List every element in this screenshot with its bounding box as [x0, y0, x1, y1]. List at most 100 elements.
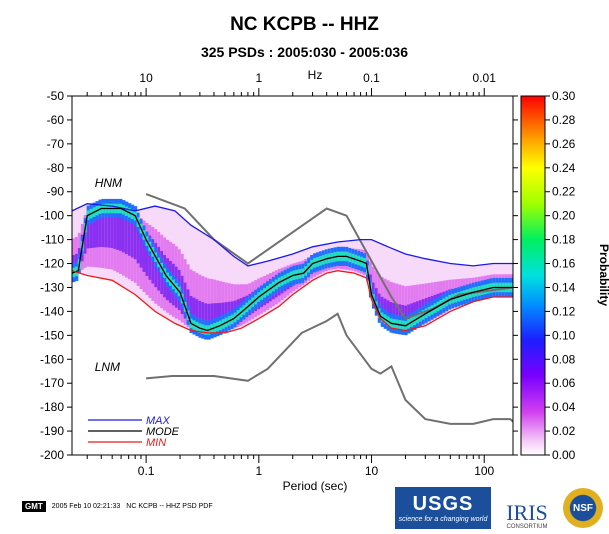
logos: USGS science for a changing world IRIS C… [395, 486, 603, 530]
axes-layer: -50 -60 -70 -80 -90 -100 -110 -120 -130 -140 -150 -… [40, 71, 518, 478]
footer-timestamp: 2005 Feb 10 02:21:33 [51, 503, 121, 510]
colorbar [520, 95, 546, 456]
footer-caption: NC KCPB -- HHZ PSD PDF [126, 503, 213, 510]
x-top-tick-label: 1 [255, 71, 262, 85]
y-tick-label: -80 [47, 161, 65, 175]
density-cell [92, 209, 97, 248]
x-top-tick-label: 10 [139, 71, 153, 85]
y-tick-label: -60 [47, 113, 65, 127]
y-tick-label: -50 [47, 89, 65, 103]
density-cell [116, 208, 120, 250]
colorbar-tick-label: 0.08 [552, 352, 576, 366]
annotation-hnm: HNM [95, 176, 122, 190]
y-tick-label: -130 [40, 280, 64, 294]
annotations: HNM LNM [95, 176, 122, 374]
density-cell [201, 302, 205, 331]
y-tick-label: -140 [40, 304, 64, 318]
density-cell [204, 303, 208, 332]
density-cell [207, 303, 211, 332]
density-cell [133, 214, 138, 260]
annotation-lnm: LNM [95, 360, 120, 374]
nsf-logo: NSF [563, 488, 603, 528]
top-axis-unit: Hz [308, 68, 323, 82]
density-cell [136, 218, 141, 264]
series-line-mode [72, 207, 513, 332]
colorbar-tick-label: 0.10 [552, 328, 576, 342]
colorbar-label: Probability [597, 244, 609, 306]
colorbar-tick-label: 0.02 [552, 424, 576, 438]
density-cell [189, 295, 194, 328]
colorbar-tick-label: 0.30 [552, 89, 576, 103]
x-tick-label: 0.1 [138, 464, 155, 478]
density-cell [83, 221, 88, 254]
x-top-tick-label: 0.01 [473, 71, 497, 85]
x-tick-label: 10 [365, 464, 379, 478]
density-cell [195, 299, 199, 330]
colorbar-axis: 0.00 0.02 0.04 0.06 0.08 0.10 0.12 0.14 0.16 0.18… [545, 89, 576, 462]
density-cell [210, 303, 214, 332]
usgs-tagline: science for a changing world [398, 516, 488, 523]
density-cell [119, 208, 123, 251]
pdf-density-layer [72, 198, 513, 340]
density-cell [86, 211, 91, 249]
density-cell [139, 223, 144, 268]
footer: GMT 2005 Feb 10 02:21:33 NC KCPB -- HHZ … [22, 501, 213, 512]
colorbar-tick-label: 0.22 [552, 185, 576, 199]
y-tick-label: -90 [47, 185, 65, 199]
colorbar-tick-label: 0.12 [552, 304, 576, 318]
y-tick-label: -110 [41, 233, 64, 247]
series-line-lnm [146, 312, 513, 425]
colorbar-tick-label: 0.16 [552, 257, 576, 271]
density-cell [113, 207, 117, 249]
density-cell [130, 213, 135, 258]
colorbar-tick-label: 0.14 [552, 280, 576, 294]
density-cell [98, 207, 102, 247]
iris-logo: IRIS CONSORTIUM [499, 486, 555, 531]
chart-subtitle: 325 PSDs : 2005:030 - 2005:036 [200, 44, 409, 60]
colorbar-tick-label: 0.28 [552, 113, 576, 127]
density-cell [145, 231, 149, 277]
chart-title: NC KCPB -- HHZ [230, 14, 379, 35]
usgs-wordmark: USGS [412, 493, 474, 515]
usgs-logo: USGS science for a changing world [395, 487, 491, 529]
curve-layer [72, 193, 513, 425]
y-tick-label: -190 [40, 424, 64, 438]
y-tick-label: -150 [40, 328, 64, 342]
density-cell [148, 235, 152, 280]
colorbar-tick-label: 0.06 [552, 376, 576, 390]
y-tick-label: -70 [47, 137, 65, 151]
density-cell [95, 208, 99, 248]
legend-label-min: MIN [146, 437, 166, 449]
colorbar-tick-label: 0.00 [552, 448, 576, 462]
density-cell [72, 238, 76, 272]
density-cell [216, 303, 220, 331]
legend-label-mode: MODE [146, 426, 180, 438]
x-axis-label: Period (sec) [283, 479, 348, 493]
x-tick-label: 100 [474, 464, 494, 478]
x-top-tick-label: 0.1 [363, 71, 380, 85]
density-cell [198, 300, 202, 331]
density-cell [213, 303, 217, 331]
y-tick-label: -200 [40, 448, 64, 462]
colorbar-tick-label: 0.18 [552, 233, 576, 247]
colorbar-tick-label: 0.20 [552, 209, 576, 223]
colorbar-tick-label: 0.26 [552, 137, 576, 151]
density-cell [124, 210, 129, 255]
gmt-badge: GMT [22, 501, 46, 512]
y-tick-label: -180 [40, 400, 64, 414]
colorbar-tick-label: 0.04 [552, 400, 576, 414]
nsf-wordmark: NSF [573, 502, 593, 514]
density-cell [127, 211, 132, 256]
series-line-max [72, 203, 513, 267]
density-cell [110, 207, 114, 248]
x-tick-label: 1 [255, 464, 262, 478]
y-tick-label: -100 [40, 209, 64, 223]
density-cell [107, 207, 111, 248]
density-cell [192, 297, 196, 329]
y-tick-label: -170 [40, 376, 64, 390]
density-cell [101, 207, 105, 247]
y-tick-label: -120 [40, 257, 64, 271]
density-cell [104, 207, 108, 248]
y-tick-label: -160 [40, 352, 64, 366]
